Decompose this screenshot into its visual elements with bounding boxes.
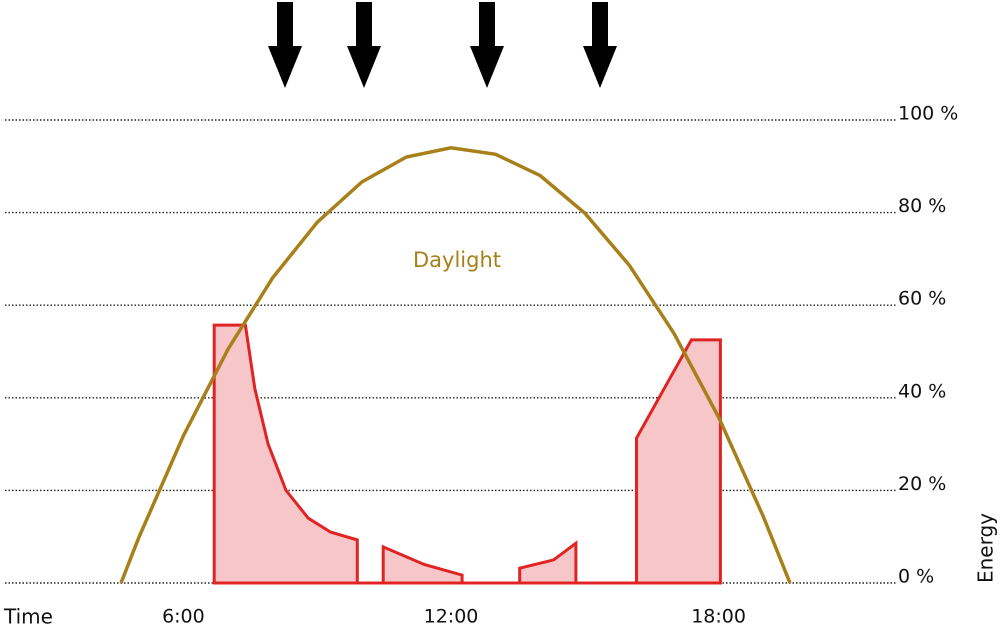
x-tick-label: 18:00: [691, 606, 746, 628]
y-axis-label: Energy: [974, 513, 998, 583]
x-tick-label: 6:00: [162, 606, 205, 628]
y-tick-label: 60 %: [898, 288, 946, 310]
arrow: [583, 2, 617, 88]
y-tick-label: 20 %: [898, 473, 946, 495]
daylight-line: [119, 146, 792, 584]
arrows: [268, 2, 617, 88]
y-tick-label: 100 %: [898, 103, 958, 125]
energy-area: [212, 323, 722, 585]
y-tick-label: 40 %: [898, 380, 946, 402]
arrow: [347, 2, 381, 88]
arrow: [470, 2, 504, 88]
x-axis-label: Time: [3, 605, 53, 629]
y-tick-label: 0 %: [898, 566, 934, 588]
x-tick-label: 12:00: [424, 606, 479, 628]
annotation: Daylight: [413, 248, 501, 272]
y-tick-label: 80 %: [898, 195, 946, 217]
arrow: [268, 2, 302, 88]
